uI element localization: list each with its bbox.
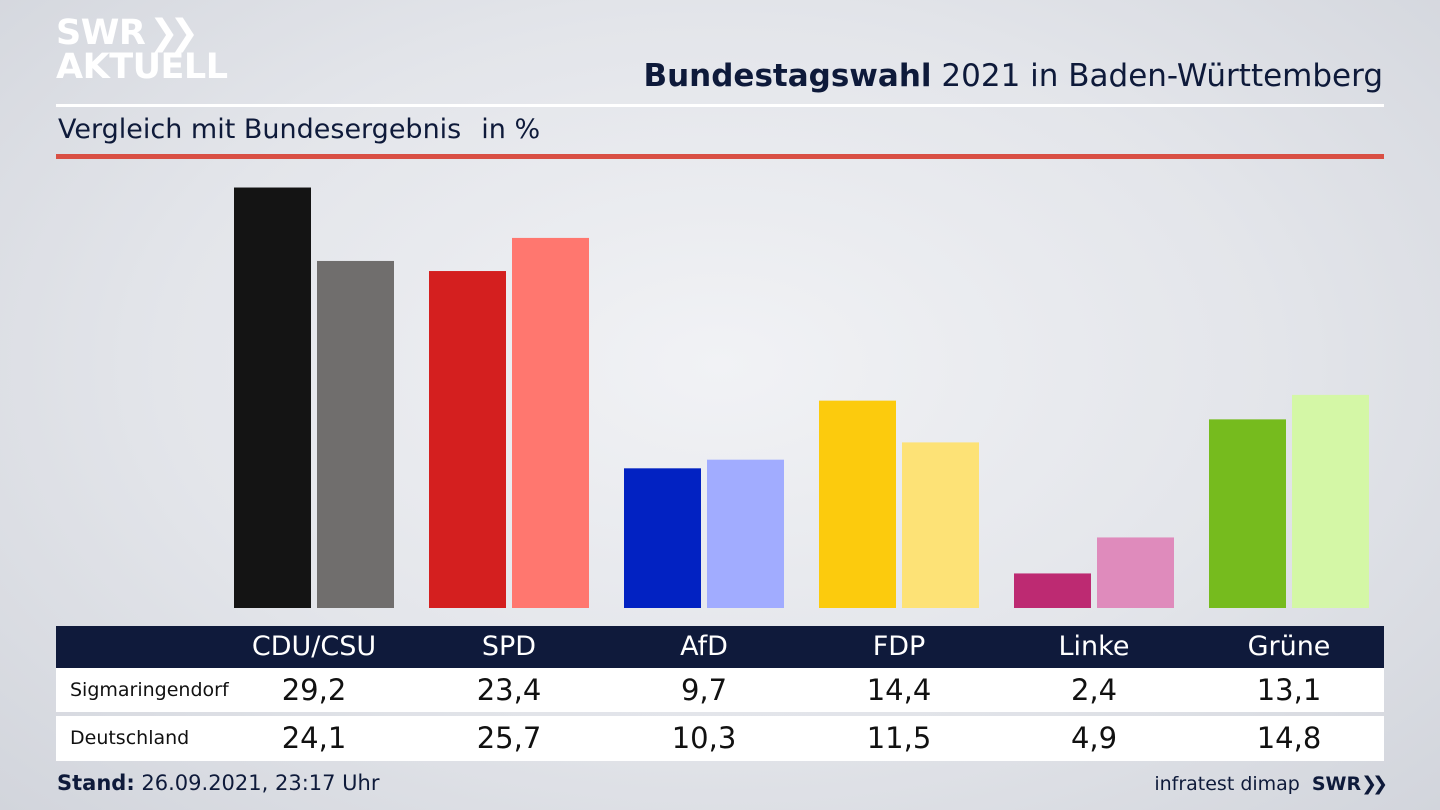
value-afd-sigmaringendorf: 9,7 [680, 673, 728, 707]
header-divider-red [56, 154, 1384, 159]
col-header-gr-ne: Grüne [1247, 631, 1331, 662]
value-cdu-csu-sigmaringendorf: 29,2 [281, 673, 347, 707]
bar-linke-sigmaringendorf [1014, 573, 1091, 608]
stand-label: Stand: [57, 771, 135, 795]
value-gr-ne-sigmaringendorf: 13,1 [1256, 673, 1322, 707]
bar-linke-deutschland [1097, 537, 1174, 608]
bar-spd-sigmaringendorf [429, 271, 506, 608]
timestamp: Stand: 26.09.2021, 23:17 Uhr [57, 771, 380, 795]
source-text: infratest dimap [1154, 773, 1300, 795]
table-row-deutschland: Deutschland 24,1 25,7 10,3 11,5 4,9 14,8 [56, 716, 1384, 761]
table-header-row: CDU/CSU SPD AfD FDP Linke Grüne [56, 626, 1384, 668]
logo-swr: SWR [56, 13, 146, 53]
value-gr-ne-deutschland: 14,8 [1256, 721, 1322, 755]
value-cdu-csu-deutschland: 24,1 [281, 721, 347, 755]
bar-gr-ne-sigmaringendorf [1209, 419, 1286, 608]
logo-aktuell: AKTUELL [56, 47, 228, 87]
col-header-spd: SPD [481, 631, 537, 662]
table-row-sigmaringendorf: Sigmaringendorf 29,2 23,4 9,7 14,4 2,4 13,1 [56, 668, 1384, 712]
bar-chart [234, 187, 1369, 609]
row-label-sigmaringendorf: Sigmaringendorf [70, 679, 229, 701]
results-table: CDU/CSU SPD AfD FDP Linke Grüne Sigmaringendo… [56, 626, 1384, 761]
bar-gr-ne-deutschland [1292, 394, 1369, 608]
subtitle-text: Vergleich mit Bundesergebnis [58, 114, 462, 145]
value-linke-deutschland: 4,9 [1070, 721, 1118, 755]
value-spd-sigmaringendorf: 23,4 [476, 673, 542, 707]
unit-label: in % [481, 114, 541, 145]
bar-cdu-csu-sigmaringendorf [234, 187, 311, 608]
col-header-fdp: FDP [872, 631, 926, 662]
col-header-linke: Linke [1058, 631, 1130, 662]
bar-afd-deutschland [707, 459, 784, 608]
bar-spd-deutschland [512, 237, 589, 609]
bar-fdp-deutschland [902, 442, 979, 608]
footer-chevrons-icon: ❯❯ [1361, 773, 1388, 795]
title-rest: 2021 in Baden-Württemberg [931, 58, 1383, 94]
bar-fdp-sigmaringendorf [819, 400, 896, 608]
row-label-deutschland: Deutschland [70, 727, 190, 749]
stand-value: 26.09.2021, 23:17 Uhr [134, 771, 380, 795]
value-fdp-sigmaringendorf: 14,4 [866, 673, 932, 707]
title-bold: Bundestagswahl [643, 58, 932, 94]
header-divider-white [56, 104, 1384, 107]
col-header-afd: AfD [680, 631, 728, 662]
bar-cdu-csu-deutschland [317, 260, 394, 608]
col-header-cdu-csu: CDU/CSU [251, 631, 377, 662]
value-linke-sigmaringendorf: 2,4 [1070, 673, 1118, 707]
source-credit: infratest dimap SWR❯❯ [1154, 773, 1388, 795]
page-title: Bundestagswahl 2021 in Baden-Württemberg [643, 58, 1383, 94]
footer-swr-logo: SWR [1311, 773, 1362, 795]
swr-aktuell-logo: SWR ❯❯ AKTUELL [56, 13, 228, 87]
bar-afd-sigmaringendorf [624, 468, 701, 608]
chart-subtitle: Vergleich mit Bundesergebnis in % [58, 114, 540, 145]
value-fdp-deutschland: 11,5 [866, 721, 932, 755]
value-afd-deutschland: 10,3 [671, 721, 737, 755]
value-spd-deutschland: 25,7 [476, 721, 542, 755]
